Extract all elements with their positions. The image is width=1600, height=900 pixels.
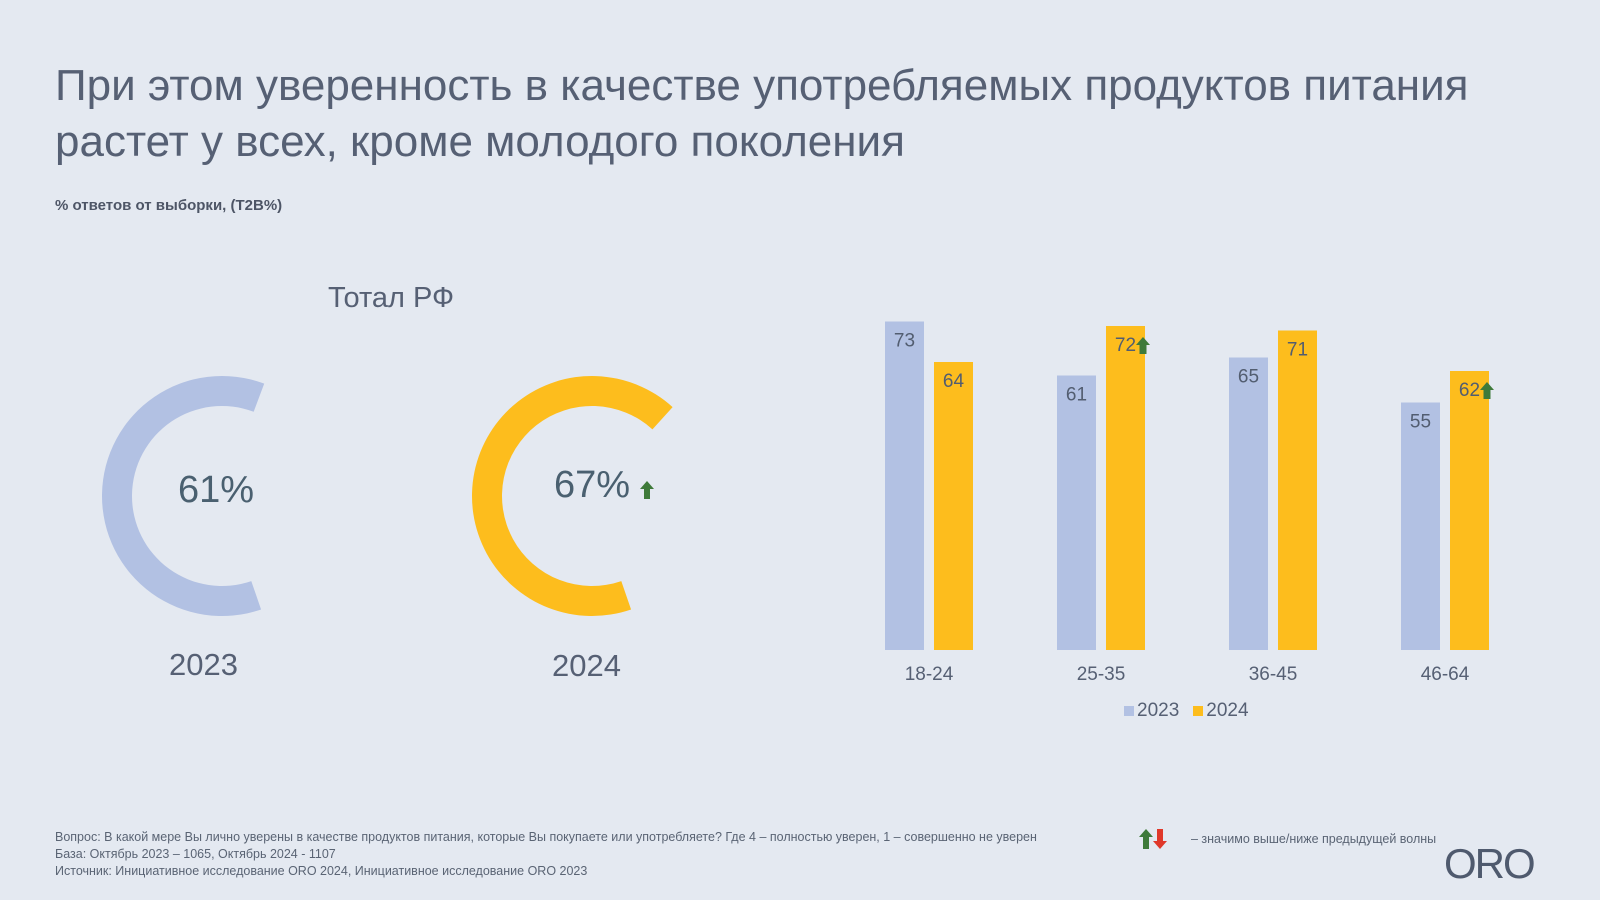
up-arrow-icon — [1480, 382, 1494, 399]
bar-label-36-45-2024: 71 — [1287, 340, 1308, 361]
significance-legend: – значимо выше/ниже предыдущей волны — [1139, 829, 1436, 849]
bar-18-24-2024 — [934, 362, 973, 650]
bar-label-18-24-2024: 64 — [943, 371, 965, 392]
bar-18-24-2023 — [885, 321, 924, 650]
bar-label-18-24-2023: 73 — [894, 331, 915, 352]
bar-46-64-2023 — [1401, 402, 1440, 650]
bar-chart-legend: 2023 2024 — [1124, 700, 1263, 722]
x-tick-label: 36-45 — [1249, 664, 1298, 685]
legend-item-2023: 2023 — [1124, 700, 1179, 722]
slide-title: При этом уверенность в качестве употребл… — [55, 61, 1469, 166]
footnotes: Вопрос: В какой мере Вы лично уверены в … — [55, 829, 1037, 880]
oro-logo: ORO — [1444, 840, 1536, 887]
bar-46-64-2024 — [1450, 371, 1489, 650]
bar-label-36-45-2023: 65 — [1238, 367, 1259, 388]
donut-section-title: Тотал РФ — [328, 282, 455, 314]
donut-year-2024: 2024 — [552, 648, 621, 683]
slide-subtitle: % ответов от выборки, (T2B%) — [55, 197, 283, 214]
significance-legend-text: – значимо выше/ниже предыдущей волны — [1191, 832, 1437, 846]
bar-label-25-35-2023: 61 — [1066, 385, 1087, 406]
up-arrow-icon — [1136, 337, 1150, 354]
donut-value-2023: 61% — [178, 469, 255, 511]
donut-year-2023: 2023 — [169, 647, 238, 682]
donut-arc-2024 — [472, 376, 673, 617]
legend-item-2024: 2024 — [1193, 700, 1249, 722]
footnote-question: Вопрос: В какой мере Вы лично уверены в … — [55, 830, 1037, 844]
donut-arc-2023 — [102, 375, 265, 616]
x-tick-label: 18-24 — [905, 664, 954, 685]
bar-label-46-64-2024: 62 — [1459, 380, 1480, 401]
footnote-base: База: Октябрь 2023 – 1065, Октябрь 2024 … — [55, 847, 336, 861]
x-tick-label: 46-64 — [1421, 664, 1470, 685]
bar-36-45-2024 — [1278, 330, 1317, 650]
bar-label-46-64-2023: 55 — [1410, 412, 1431, 433]
legend-swatch-2023 — [1124, 706, 1134, 716]
bar-label-25-35-2024: 72 — [1115, 335, 1136, 356]
bar-36-45-2023 — [1229, 357, 1268, 650]
up-arrow-icon — [640, 481, 654, 499]
legend-label-2023: 2023 — [1137, 700, 1180, 721]
legend-swatch-2024 — [1193, 706, 1204, 716]
footnote-source: Источник: Инициативное исследование ORO … — [55, 864, 588, 878]
donut-value-2024: 67% — [554, 464, 631, 506]
bar-25-35-2023 — [1057, 375, 1096, 650]
up-down-arrows-icon — [1139, 829, 1167, 849]
x-tick-label: 25-35 — [1077, 664, 1126, 685]
bar-25-35-2024 — [1106, 326, 1145, 650]
legend-label-2024: 2024 — [1206, 700, 1249, 721]
